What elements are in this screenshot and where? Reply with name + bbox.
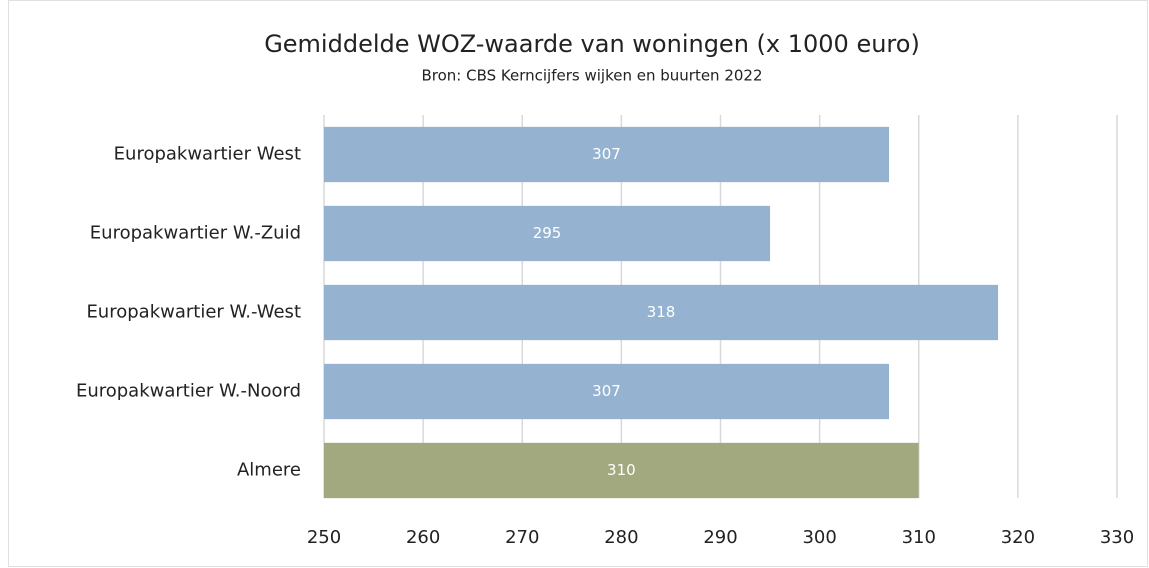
- chart-subtitle: Bron: CBS Kerncijfers wijken en buurten …: [421, 67, 762, 85]
- y-tick-label: Almere: [237, 460, 301, 481]
- value-label: 295: [533, 224, 562, 242]
- x-tick-label: 250: [307, 527, 341, 548]
- bar: [324, 442, 919, 499]
- x-tick-label: 300: [802, 527, 836, 548]
- bar: [324, 126, 890, 183]
- y-tick-label: Europakwartier W.-West: [86, 302, 301, 323]
- x-tick-label: 330: [1100, 527, 1134, 548]
- chart-title: Gemiddelde WOZ-waarde van woningen (x 10…: [264, 30, 920, 58]
- value-label: 307: [592, 145, 621, 163]
- y-tick-label: Europakwartier W.-Zuid: [90, 223, 301, 244]
- value-label: 307: [592, 382, 621, 400]
- x-tick-label: 260: [406, 527, 440, 548]
- y-tick-label: Europakwartier W.-Noord: [76, 381, 301, 402]
- x-tick-label: 310: [902, 527, 936, 548]
- bar: [324, 284, 999, 341]
- x-tick-label: 270: [505, 527, 539, 548]
- y-tick-label: Europakwartier West: [114, 144, 301, 165]
- value-label: 318: [647, 303, 676, 321]
- value-label: 310: [607, 461, 636, 479]
- x-tick-label: 280: [604, 527, 638, 548]
- x-tick-label: 290: [703, 527, 737, 548]
- bar: [324, 363, 890, 420]
- bar: [324, 205, 771, 262]
- x-tick-label: 320: [1001, 527, 1035, 548]
